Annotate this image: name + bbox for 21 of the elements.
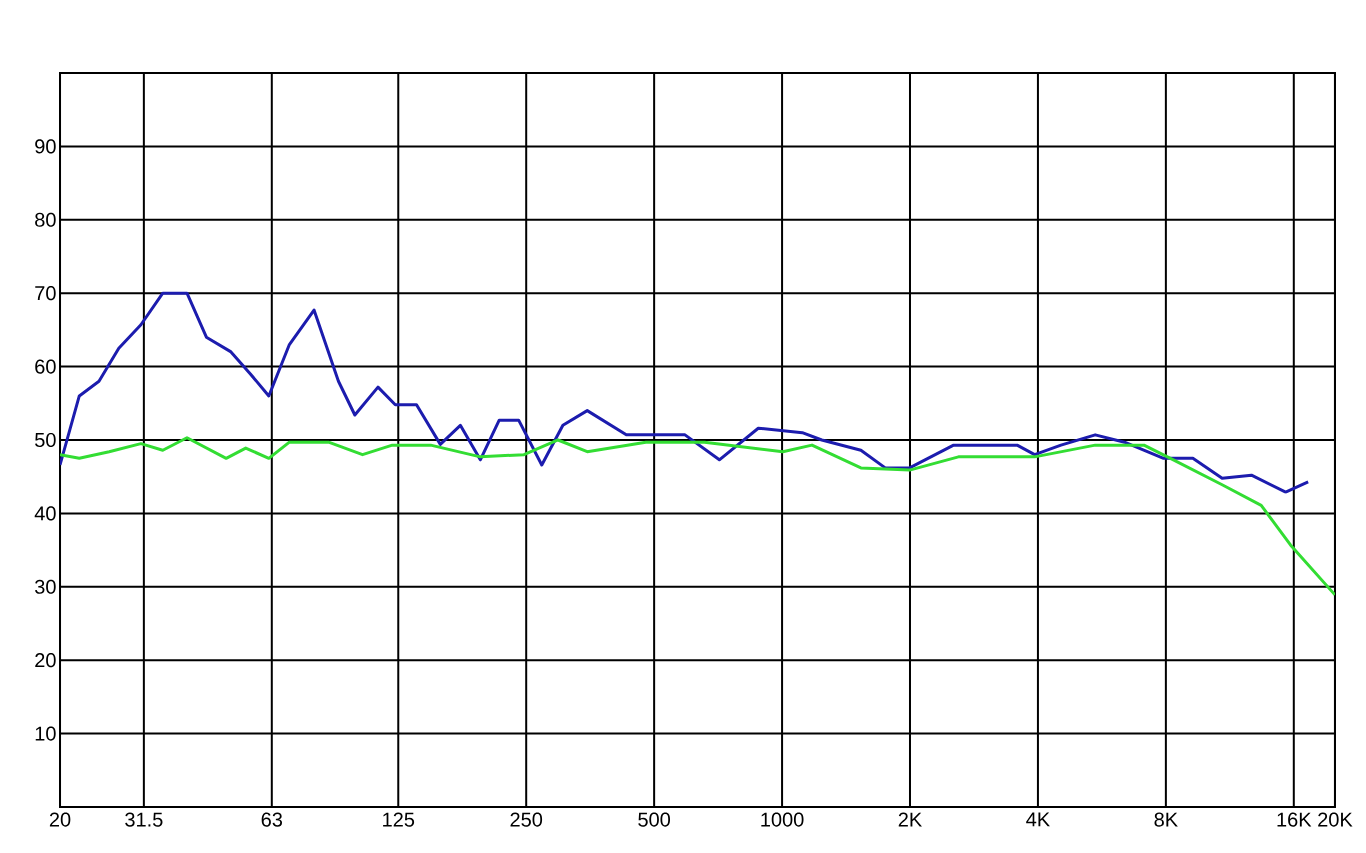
x-tick-label: 1000 bbox=[761, 812, 804, 827]
y-tick-label: 30 bbox=[35, 579, 56, 594]
y-tick-label: 80 bbox=[35, 212, 56, 227]
x-tick-label: 20 bbox=[49, 812, 71, 827]
x-tick-label: 16K bbox=[1277, 812, 1312, 827]
x-tick-label: 250 bbox=[510, 812, 543, 827]
y-tick-label: 20 bbox=[35, 653, 56, 668]
y-tick-label: 60 bbox=[35, 359, 56, 374]
x-tick-label: 500 bbox=[638, 812, 671, 827]
x-tick-label: 125 bbox=[383, 812, 415, 827]
x-tick-label: 63 bbox=[261, 812, 283, 827]
y-tick-label: 50 bbox=[35, 432, 56, 448]
y-tick-label: 90 bbox=[35, 139, 56, 154]
x-tick-label: 8K bbox=[1154, 812, 1178, 827]
x-tick-label: 31.5 bbox=[125, 812, 163, 827]
y-tick-label: 70 bbox=[35, 286, 56, 301]
y-tick-label: 10 bbox=[35, 726, 56, 741]
x-tick-label: 4K bbox=[1026, 812, 1050, 827]
y-tick-label: 40 bbox=[34, 506, 56, 521]
x-tick-label: 2K bbox=[898, 812, 922, 827]
x-tick-label: 20K bbox=[1318, 812, 1353, 827]
